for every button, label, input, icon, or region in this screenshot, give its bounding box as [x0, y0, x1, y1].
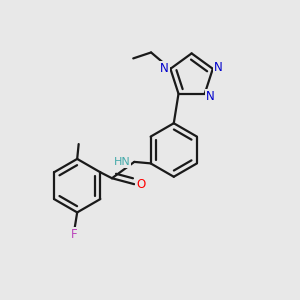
- Text: N: N: [160, 62, 169, 75]
- Text: N: N: [214, 61, 223, 74]
- Text: HN: HN: [114, 157, 131, 167]
- Text: N: N: [206, 90, 215, 103]
- Text: F: F: [71, 228, 77, 241]
- Text: O: O: [136, 178, 146, 191]
